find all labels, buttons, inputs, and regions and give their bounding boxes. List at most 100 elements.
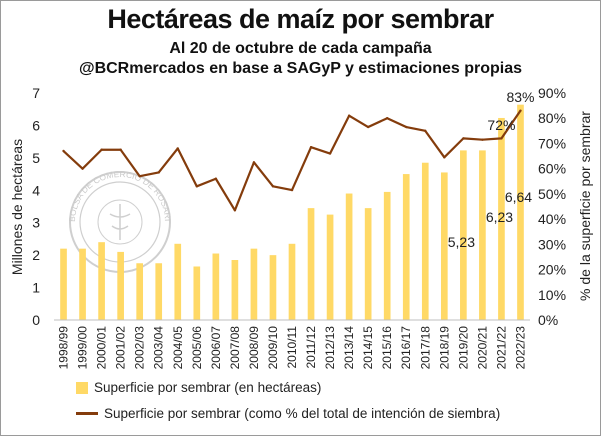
pct-point-2005-06 bbox=[195, 185, 198, 188]
pct-point-2011-12 bbox=[309, 146, 313, 149]
bar-2009-10 bbox=[269, 255, 277, 320]
x-tick-label: 2009/10 bbox=[266, 326, 280, 370]
pct-point-2006-07 bbox=[214, 177, 218, 180]
y2-tick-label: 40% bbox=[538, 211, 566, 227]
pct-point-2007-08 bbox=[233, 209, 237, 212]
pct-point-2013-14 bbox=[347, 114, 351, 117]
pct-point-2015-16 bbox=[386, 117, 389, 120]
chart-subtitle-date: Al 20 de octubre de cada campaña bbox=[169, 40, 432, 57]
bar-2013-14 bbox=[345, 193, 353, 320]
data-label-0-21: 5,23 bbox=[448, 234, 475, 250]
y2-tick-label: 50% bbox=[538, 186, 566, 202]
pct-line-series bbox=[62, 110, 522, 212]
x-tick-label: 2003/04 bbox=[152, 326, 166, 370]
x-tick-label: 1999/00 bbox=[76, 326, 90, 370]
x-tick-label: 2017/18 bbox=[418, 326, 432, 370]
y2-tick-label: 20% bbox=[538, 262, 566, 278]
legend-swatch-line bbox=[76, 412, 98, 415]
pct-point-2000-01 bbox=[100, 148, 103, 151]
pct-point-2004-05 bbox=[176, 147, 179, 150]
x-tick-label: 2013/14 bbox=[342, 326, 356, 370]
x-tick-label: 1998/99 bbox=[57, 326, 71, 370]
x-tick-label: 2021/22 bbox=[494, 326, 508, 370]
x-tick-label: 2019/20 bbox=[456, 326, 470, 370]
bar-1998-99 bbox=[60, 248, 67, 320]
y2-tick-label: 10% bbox=[538, 287, 566, 303]
x-tick-label: 2005/06 bbox=[190, 326, 204, 370]
legend-label-line: Superficie por sembrar (como % del total… bbox=[104, 406, 501, 421]
y2-tick-label: 80% bbox=[538, 110, 566, 126]
pct-point-2022-23 bbox=[519, 109, 522, 112]
x-tick-label: 2000/01 bbox=[95, 326, 109, 370]
pct-point-2012-13 bbox=[328, 152, 332, 155]
x-tick-label: 2006/07 bbox=[209, 326, 223, 370]
y-tick-label: 1 bbox=[32, 280, 40, 296]
chart-subtitle-source: @BCRmercados en base a SAGyP y estimacio… bbox=[78, 60, 523, 77]
pct-point-2002-03 bbox=[138, 175, 141, 178]
bar-1999-00 bbox=[79, 248, 86, 320]
pct-point-2001-02 bbox=[119, 148, 122, 151]
bar-2020-21 bbox=[479, 150, 486, 320]
y-tick-label: 2 bbox=[32, 247, 40, 263]
pct-point-2021-22 bbox=[500, 137, 503, 140]
x-tick-label: 2004/05 bbox=[171, 326, 185, 370]
bar-2012-13 bbox=[326, 214, 334, 320]
legend-swatch-bars bbox=[76, 381, 88, 394]
x-tick-label: 2010/11 bbox=[285, 326, 299, 369]
bar-2002-03 bbox=[136, 263, 144, 320]
y2-tick-label: 60% bbox=[538, 161, 566, 177]
bar-2010-11 bbox=[288, 243, 296, 320]
bar-2001-02 bbox=[117, 251, 124, 320]
pct-point-2018-19 bbox=[443, 156, 446, 159]
x-tick-label: 2008/09 bbox=[247, 326, 261, 370]
bar-2003-04 bbox=[155, 263, 163, 320]
legend-item-line: Superficie por sembrar (como % del total… bbox=[76, 406, 500, 421]
pct-point-2003-04 bbox=[157, 171, 160, 174]
pct-point-2009-10 bbox=[271, 185, 275, 188]
bar-2011-12 bbox=[307, 208, 315, 320]
svg-text:BOLSA DE COMERCIO DE ROSARIO: BOLSA DE COMERCIO DE ROSARIO bbox=[0, 0, 173, 222]
watermark-seal-logo: BOLSA DE COMERCIO DE ROSARIO bbox=[0, 0, 173, 273]
bar-2007-08 bbox=[231, 260, 239, 320]
y2-tick-label: 0% bbox=[538, 312, 558, 328]
y-tick-label: 7 bbox=[32, 85, 40, 101]
bar-2021-22 bbox=[498, 117, 505, 320]
x-tick-label: 2020/21 bbox=[475, 326, 489, 370]
y2-axis-title: % de la superficie por sembrar bbox=[577, 111, 593, 301]
data-label-1-23: 72% bbox=[487, 117, 515, 133]
y2-tick-label: 70% bbox=[538, 135, 566, 151]
pct-point-2020-21 bbox=[481, 138, 484, 141]
x-tick-label: 2015/16 bbox=[380, 326, 394, 370]
legend-label-bars: Superficie por sembrar (en hectáreas) bbox=[94, 380, 322, 395]
data-label-1-24: 83% bbox=[506, 89, 534, 105]
y-axis-title: Millones de hectáreas bbox=[9, 139, 25, 275]
y-tick-label: 0 bbox=[32, 312, 40, 328]
x-tick-label: 2002/03 bbox=[133, 326, 147, 370]
bar-2008-09 bbox=[250, 248, 258, 320]
bar-2000-01 bbox=[98, 242, 105, 320]
x-tick-label: 2011/12 bbox=[304, 326, 318, 369]
x-tick-label: 2014/15 bbox=[361, 326, 375, 370]
pct-point-2019-20 bbox=[462, 137, 465, 140]
bar-2016-17 bbox=[402, 174, 410, 320]
y2-tick-label: 30% bbox=[538, 236, 566, 252]
pct-point-2014-15 bbox=[366, 125, 370, 129]
bar-2006-07 bbox=[212, 253, 220, 320]
chart-title: Hectáreas de maíz por sembrar bbox=[107, 4, 494, 34]
bar-2004-05 bbox=[174, 243, 182, 320]
bar-2014-15 bbox=[364, 208, 372, 320]
x-tick-label: 2001/02 bbox=[114, 326, 128, 370]
x-tick-label: 2022/23 bbox=[513, 326, 527, 370]
x-tick-label: 2018/19 bbox=[437, 326, 451, 370]
y-tick-label: 4 bbox=[32, 182, 40, 198]
pct-point-2010-11 bbox=[290, 188, 294, 192]
pct-point-1998-99 bbox=[62, 149, 65, 153]
bar-2017-18 bbox=[421, 162, 429, 320]
bar-2018-19 bbox=[440, 172, 448, 320]
y-tick-label: 3 bbox=[32, 215, 40, 231]
legend-item-bars: Superficie por sembrar (en hectáreas) bbox=[76, 380, 321, 395]
bar-2005-06 bbox=[193, 266, 201, 320]
data-label-0-24: 6,64 bbox=[505, 189, 532, 205]
pct-point-1999-00 bbox=[81, 167, 84, 170]
